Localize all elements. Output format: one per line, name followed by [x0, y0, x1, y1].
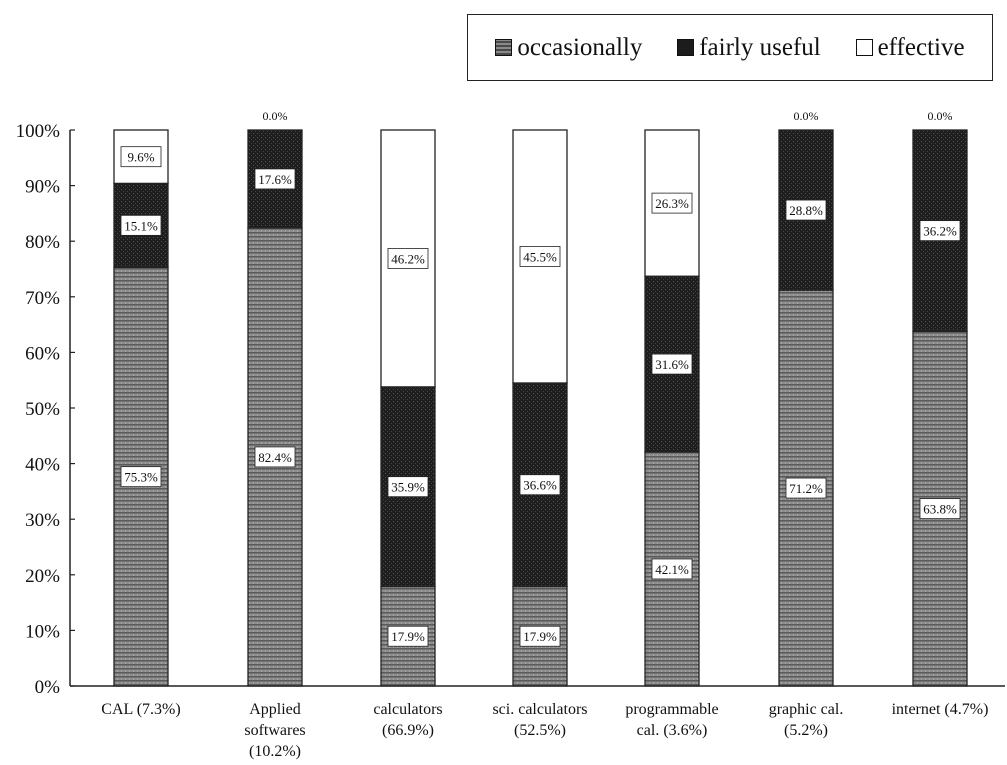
data-label-box — [519, 625, 561, 647]
x-category-label: CAL (7.3%) — [101, 701, 180, 718]
data-label: 26.3% — [655, 196, 689, 211]
data-label: 42.1% — [655, 562, 689, 577]
data-label: 71.2% — [789, 481, 823, 496]
y-tick-label: 90% — [25, 177, 60, 198]
data-label-box — [120, 466, 162, 488]
data-label: 28.8% — [789, 203, 823, 218]
data-label-box — [651, 353, 693, 375]
x-category-label: graphic cal. (5.2%) — [769, 701, 844, 739]
data-label: 35.9% — [391, 480, 425, 495]
data-label-box — [120, 146, 162, 168]
legend-item-fairly-useful: fairly useful — [677, 33, 821, 62]
x-category-label: calculators (66.9%) — [373, 701, 442, 739]
legend-swatch-fairly-useful — [677, 39, 695, 56]
y-tick-label: 0% — [35, 677, 61, 698]
y-tick-label: 10% — [25, 621, 60, 642]
data-label: 63.8% — [923, 502, 957, 517]
data-label: 82.4% — [258, 450, 292, 465]
y-axis: 0% 10% 20% 30% 40% 50% 60% 70% 80% 90% 100% — [16, 121, 75, 698]
data-label-box — [651, 192, 693, 214]
data-label-box — [919, 498, 961, 520]
x-category-label: Applied softwares (10.2%) — [244, 701, 305, 760]
data-label: 31.6% — [655, 357, 689, 372]
y-tick-label: 50% — [25, 399, 60, 420]
data-label: 45.5% — [523, 249, 557, 264]
data-label-box — [519, 474, 561, 496]
data-label-box — [519, 246, 561, 267]
legend-item-effective: effective — [855, 33, 965, 62]
y-tick-label: 40% — [25, 455, 60, 476]
legend-label-occasionally: occasionally — [517, 33, 643, 61]
data-label-box — [254, 446, 296, 468]
legend-swatch-occasionally — [495, 39, 513, 56]
data-label: 46.2% — [391, 251, 425, 266]
data-label-box — [919, 220, 961, 242]
data-label: 75.3% — [124, 470, 158, 485]
data-label: 0.0% — [794, 109, 819, 123]
y-tick-label: 100% — [16, 121, 61, 142]
data-label-box — [254, 168, 296, 190]
data-label-box — [120, 214, 162, 236]
data-label-box — [651, 558, 693, 580]
x-axis-labels: CAL (7.3%) Applied softwares (10.2%) calcula… — [101, 701, 988, 760]
legend-swatch-effective — [855, 39, 873, 56]
legend-item-occasionally: occasionally — [495, 34, 642, 62]
y-tick-label: 20% — [25, 566, 60, 587]
data-label: 15.1% — [124, 218, 158, 233]
data-label-box — [387, 248, 429, 269]
data-label: 17.6% — [258, 172, 292, 187]
y-tick-label: 30% — [25, 510, 60, 531]
data-label-box — [387, 476, 429, 498]
bars-group: 75.3% 15.1% 9.6% 82.4% 17.6% 0.0% 17.9% 35.9% 46… — [113, 109, 968, 687]
y-tick-label: 70% — [25, 288, 60, 309]
data-label-box — [785, 199, 827, 221]
data-label: 17.9% — [523, 629, 557, 644]
x-category-label: internet (4.7%) — [892, 701, 989, 718]
data-label: 0.0% — [263, 109, 288, 123]
data-label: 0.0% — [928, 109, 953, 123]
y-tick-label: 60% — [25, 343, 60, 364]
data-label: 9.6% — [127, 150, 154, 165]
chart-legend: occasionally fairly useful effective — [467, 14, 993, 81]
data-label: 36.2% — [923, 224, 957, 239]
data-label-box — [387, 625, 429, 647]
y-tick-label: 80% — [25, 232, 60, 253]
legend-label-fairly-useful: fairly useful — [699, 33, 821, 61]
data-label: 36.6% — [523, 478, 557, 493]
data-label-box — [785, 477, 827, 499]
x-category-label: programmable cal. (3.6%) — [625, 701, 718, 739]
x-category-label: sci. calculators (52.5%) — [492, 701, 587, 739]
data-label: 17.9% — [391, 629, 425, 644]
legend-label-effective: effective — [877, 33, 965, 61]
